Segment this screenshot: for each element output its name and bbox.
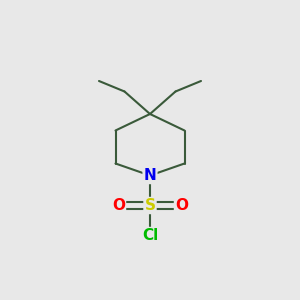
Text: O: O [175, 198, 188, 213]
Text: Cl: Cl [142, 228, 158, 243]
Text: O: O [112, 198, 125, 213]
Text: S: S [145, 198, 155, 213]
Text: N: N [144, 168, 156, 183]
